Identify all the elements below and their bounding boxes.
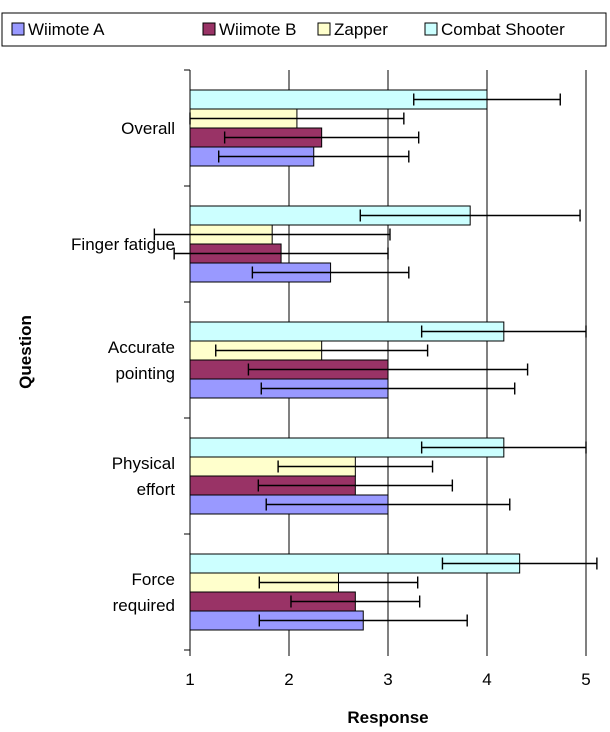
legend-label-zapper: Zapper	[334, 20, 388, 39]
legend-swatch-wiimote-a	[11, 22, 25, 36]
category-label-2: Accurate pointing	[108, 338, 175, 383]
labels: 1 2 3 4 5 Overall Finger fatigue Accurate pointi…	[71, 119, 591, 689]
x-tick-label-3: 3	[383, 670, 392, 689]
legend-label-wiimote-b: Wiimote B	[219, 20, 296, 39]
axes	[184, 69, 587, 656]
legend-swatch-combat-shooter	[424, 22, 438, 36]
x-tick-label-5: 5	[581, 670, 590, 689]
category-label-0: Overall	[121, 119, 175, 138]
legend-label-wiimote-a: Wiimote A	[28, 20, 105, 39]
bars	[189, 89, 521, 631]
x-tick-label-1: 1	[185, 670, 194, 689]
legend-label-combat-shooter: Combat Shooter	[441, 20, 565, 39]
x-tick-label-4: 4	[482, 670, 491, 689]
category-label-1: Finger fatigue	[71, 235, 175, 254]
x-axis-title: Response	[347, 708, 428, 727]
category-label-4: Force required	[113, 570, 175, 615]
legend-box	[1, 12, 607, 47]
y-axis-title: Question	[16, 315, 35, 389]
error-bars	[153, 93, 598, 627]
x-tick-label-2: 2	[284, 670, 293, 689]
legend-swatch-zapper	[317, 22, 331, 36]
legend-swatch-wiimote-b	[202, 22, 216, 36]
legend: Wiimote A Wiimote B Zapper Combat Shooter	[1, 12, 607, 47]
category-label-3: Physical effort	[112, 454, 176, 499]
